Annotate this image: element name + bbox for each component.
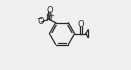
- Text: +: +: [48, 13, 54, 19]
- Text: O: O: [78, 20, 84, 29]
- Text: O: O: [46, 6, 53, 15]
- Text: N: N: [45, 14, 52, 23]
- Text: −: −: [36, 16, 42, 22]
- Text: O: O: [38, 17, 44, 26]
